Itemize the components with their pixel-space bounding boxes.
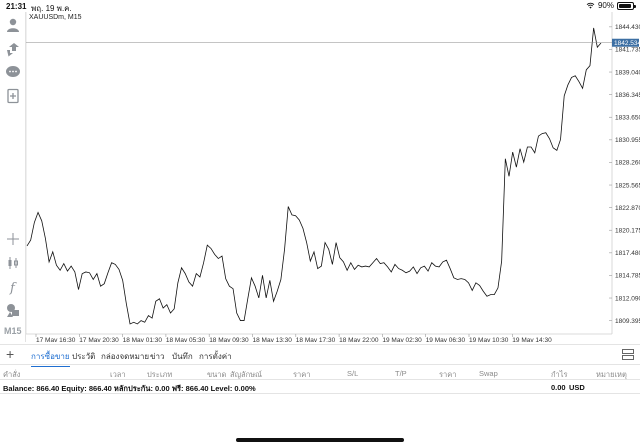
y-tick-label: 1809.395 bbox=[615, 318, 640, 325]
x-tick-label: 19 May 14:30 bbox=[512, 337, 552, 342]
crosshair-icon[interactable] bbox=[4, 230, 22, 248]
x-tick-label: 18 May 09:30 bbox=[209, 337, 249, 342]
status-time: 21:31 bbox=[6, 2, 27, 11]
timeframe-label[interactable]: M15 bbox=[4, 326, 22, 336]
chat-icon[interactable] bbox=[4, 63, 22, 81]
tab-trade[interactable]: การซื้อขาย bbox=[31, 352, 70, 367]
x-tick-label: 17 May 20:30 bbox=[79, 337, 119, 342]
y-tick-label: 1844.430 bbox=[615, 24, 640, 31]
col-current-price: ราคา bbox=[439, 370, 457, 379]
tab-history[interactable]: ประวัติ bbox=[72, 352, 96, 361]
home-indicator bbox=[236, 438, 404, 442]
status-right: 90% bbox=[586, 1, 636, 10]
x-tick-label: 19 May 06:30 bbox=[426, 337, 466, 342]
balance-bar: Balance: 866.40 Equity: 866.40 หลักประกั… bbox=[0, 380, 640, 394]
objects-icon[interactable] bbox=[4, 301, 22, 319]
account-currency: USD bbox=[569, 383, 585, 392]
col-swap: Swap bbox=[479, 369, 498, 378]
y-tick-label: 1812.090 bbox=[615, 295, 640, 302]
price-chart[interactable]: 1844.430 1841.735 1839.040 1836.345 1833.650… bbox=[26, 12, 640, 342]
x-tick-label: 18 May 22:00 bbox=[339, 337, 379, 342]
y-tick-label: 1817.480 bbox=[615, 250, 640, 257]
balance-summary: Balance: 866.40 Equity: 866.40 หลักประกั… bbox=[3, 384, 256, 393]
trade-icon[interactable] bbox=[4, 40, 22, 58]
x-tick-label: 19 May 02:30 bbox=[382, 337, 422, 342]
col-profit: กำไร bbox=[551, 370, 568, 379]
x-tick-label: 18 May 13:30 bbox=[253, 337, 293, 342]
y-tick-label: 1820.175 bbox=[615, 228, 640, 235]
col-symbol: สัญลักษณ์ bbox=[230, 370, 263, 379]
col-sl: S/L bbox=[347, 369, 359, 378]
y-tick-label: 1830.955 bbox=[615, 137, 640, 144]
battery-percent: 90% bbox=[597, 1, 614, 10]
y-tick-label: 1814.785 bbox=[615, 273, 640, 280]
y-tick-label: 1828.260 bbox=[615, 160, 640, 167]
positions-header: คำสั่ง เวลา ประเภท ขนาด สัญลักษณ์ ราคา S… bbox=[0, 364, 640, 380]
status-date: พฤ. 19 พ.ค. bbox=[31, 4, 72, 13]
status-bar: 21:31 พฤ. 19 พ.ค. 90% bbox=[0, 0, 640, 13]
col-time: เวลา bbox=[110, 370, 126, 379]
col-order: คำสั่ง bbox=[3, 370, 21, 379]
y-tick-label: 1836.345 bbox=[615, 92, 640, 99]
tab-journal[interactable]: บันทึก bbox=[172, 352, 193, 361]
panel-toggle-icon[interactable] bbox=[622, 349, 634, 360]
x-tick-label: 19 May 10:30 bbox=[469, 337, 509, 342]
x-tick-label: 18 May 05:30 bbox=[166, 337, 206, 342]
col-volume: ขนาด bbox=[207, 370, 227, 379]
total-profit: 0.00 bbox=[551, 383, 566, 392]
svg-text:f: f bbox=[9, 281, 17, 295]
current-price-label: 1842.534 bbox=[614, 40, 640, 47]
bottom-tabs: + การซื้อขาย ประวัติ กล่องจดหมาย ข่าว บั… bbox=[0, 344, 640, 367]
price-series-line[interactable] bbox=[26, 27, 602, 325]
indicators-icon[interactable]: f bbox=[4, 278, 22, 296]
y-tick-label: 1841.735 bbox=[615, 47, 640, 54]
account-icon[interactable] bbox=[4, 16, 22, 34]
x-tick-label: 17 May 16:30 bbox=[36, 337, 76, 342]
battery-icon bbox=[617, 1, 636, 10]
tab-news[interactable]: ข่าว bbox=[150, 352, 165, 361]
y-tick-label: 1833.650 bbox=[615, 115, 640, 122]
y-tick-label: 1839.040 bbox=[615, 69, 640, 76]
col-comment: หมายเหตุ bbox=[596, 370, 627, 379]
col-type: ประเภท bbox=[147, 370, 173, 379]
symbol-label: XAUUSDm, M15 bbox=[29, 14, 82, 21]
current-price-tag bbox=[612, 38, 639, 47]
x-tick-label: 18 May 01:30 bbox=[123, 337, 163, 342]
tab-settings[interactable]: การตั้งค่า bbox=[199, 352, 232, 361]
chart-area[interactable]: 1844.430 1841.735 1839.040 1836.345 1833.650… bbox=[26, 12, 640, 342]
y-tick-label: 1822.870 bbox=[615, 205, 640, 212]
col-tp: T/P bbox=[395, 369, 407, 378]
left-toolbar: f M15 bbox=[0, 12, 26, 342]
col-price: ราคา bbox=[293, 370, 311, 379]
y-tick-label: 1825.565 bbox=[615, 182, 640, 189]
add-icon[interactable]: + bbox=[6, 346, 15, 362]
wifi-icon bbox=[586, 2, 595, 9]
tab-mailbox[interactable]: กล่องจดหมาย bbox=[101, 352, 150, 361]
new-document-icon[interactable] bbox=[4, 87, 22, 105]
candles-icon[interactable] bbox=[4, 254, 22, 272]
x-tick-label: 18 May 17:30 bbox=[296, 337, 336, 342]
